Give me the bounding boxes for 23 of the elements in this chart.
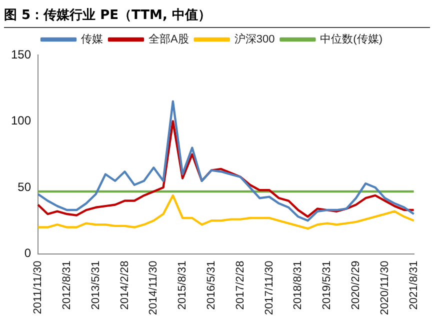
y-tick-label: 0 <box>24 246 32 260</box>
x-tick-label: 2016/5/31 <box>205 260 218 310</box>
x-tick-label: 2015/8/31 <box>176 260 189 310</box>
y-tick-label: 50 <box>18 180 32 194</box>
x-tick-label: 2011/11/30 <box>32 260 44 314</box>
x-tick-label: 2014/11/30 <box>148 260 160 316</box>
x-tick-label: 2020/11/30 <box>378 260 391 316</box>
x-tick-label: 2019/5/31 <box>321 260 334 310</box>
x-tick-label: 2017/11/30 <box>263 260 276 316</box>
legend-label: 全部A股 <box>148 32 189 46</box>
y-tick-label: 100 <box>10 114 32 128</box>
x-tick-label: 2018/8/31 <box>292 260 304 310</box>
x-tick-label: 2017/2/28 <box>234 260 246 310</box>
x-tick-label: 2014/2/28 <box>118 260 131 310</box>
chart-title: 图 5：传媒行业 PE（TTM, 中值） <box>4 6 430 28</box>
x-tick-label: 2021/8/31 <box>408 260 420 310</box>
x-tick-label: 2012/8/31 <box>60 260 73 310</box>
x-tick-label: 2020/2/29 <box>350 260 362 310</box>
legend-label: 沪深300 <box>234 32 275 46</box>
legend-label: 传媒 <box>80 34 103 46</box>
y-tick-label: 150 <box>10 47 32 62</box>
x-tick-label: 2013/5/31 <box>90 260 102 310</box>
legend-label: 中位数(传媒) <box>320 32 383 46</box>
